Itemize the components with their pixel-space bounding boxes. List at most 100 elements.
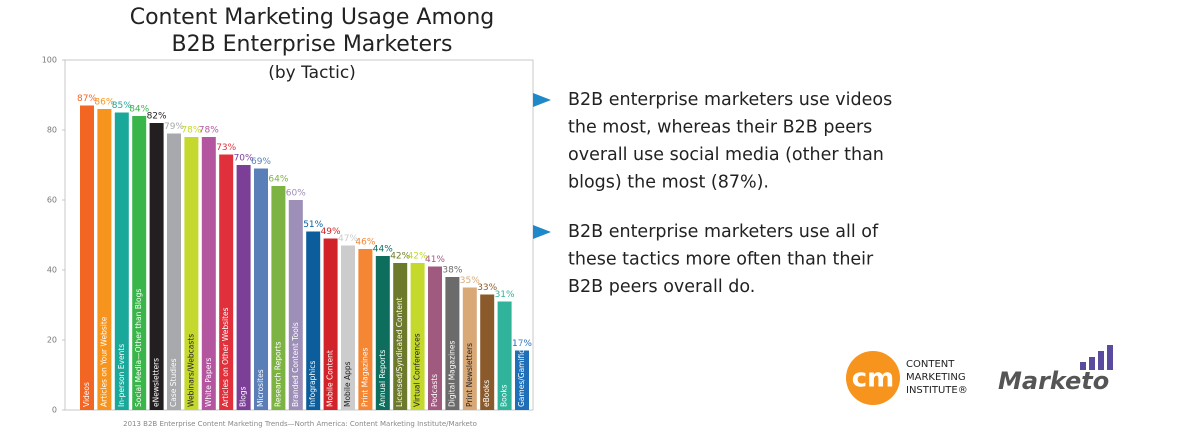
bullet-text: the most, whereas their B2B peers bbox=[568, 118, 872, 138]
bar bbox=[114, 112, 129, 410]
value-label: 85% bbox=[112, 101, 132, 111]
category-label: Articles on Other Websites bbox=[221, 307, 230, 407]
category-label: Podcasts bbox=[430, 374, 439, 407]
bar bbox=[323, 238, 338, 410]
value-label: 64% bbox=[268, 175, 288, 185]
bar bbox=[184, 137, 199, 410]
category-label: Mobile Content bbox=[326, 350, 335, 407]
cmi-mark: cm bbox=[852, 364, 895, 394]
bullet-text: these tactics more often than their bbox=[568, 250, 874, 270]
bullet-text: B2B enterprise marketers use videos bbox=[568, 90, 892, 110]
category-label: Books bbox=[500, 384, 509, 407]
category-label: Social Media—Other than Blogs bbox=[134, 289, 143, 407]
category-label: Print Newsletters bbox=[465, 343, 474, 407]
category-label: Mobile Apps bbox=[343, 361, 352, 407]
value-label: 87% bbox=[77, 94, 97, 104]
chart-subtitle: (by Tactic) bbox=[268, 63, 356, 83]
value-label: 79% bbox=[164, 122, 184, 132]
chart-title: B2B Enterprise Marketers bbox=[171, 32, 452, 57]
value-label: 49% bbox=[321, 227, 341, 237]
bullet-marker bbox=[533, 93, 551, 107]
value-label: 82% bbox=[147, 112, 167, 122]
value-label: 86% bbox=[94, 98, 114, 108]
bar bbox=[428, 266, 442, 410]
bar bbox=[80, 105, 94, 410]
bar bbox=[497, 301, 512, 410]
value-label: 60% bbox=[286, 189, 306, 199]
bar bbox=[393, 263, 408, 410]
bullet-text: overall use social media (other than bbox=[568, 145, 884, 165]
cmi-logo bbox=[846, 351, 900, 405]
value-label: 73% bbox=[216, 143, 236, 153]
category-label: Print Magazines bbox=[360, 348, 369, 407]
y-tick-label: 60 bbox=[47, 196, 57, 205]
bar bbox=[97, 109, 112, 410]
category-label: Microsites bbox=[256, 369, 265, 407]
category-label: eNewsletters bbox=[152, 358, 161, 407]
bar bbox=[462, 287, 477, 410]
value-label: 33% bbox=[477, 283, 497, 293]
bar bbox=[132, 116, 147, 410]
category-label: Digital Magazines bbox=[447, 340, 456, 407]
value-label: 42% bbox=[408, 252, 428, 262]
cmi-text: MARKETING bbox=[906, 372, 966, 383]
bar bbox=[288, 200, 303, 410]
value-label: 42% bbox=[390, 252, 410, 262]
value-label: 84% bbox=[129, 105, 149, 115]
bar bbox=[219, 154, 234, 410]
y-tick-label: 0 bbox=[52, 406, 57, 415]
bullet-marker bbox=[533, 225, 551, 239]
bar bbox=[271, 186, 286, 410]
value-label: 41% bbox=[425, 255, 445, 265]
y-tick-label: 100 bbox=[42, 56, 57, 65]
bar bbox=[236, 165, 251, 410]
bar bbox=[515, 350, 529, 410]
source: 2013 B2B Enterprise Content Marketing Tr… bbox=[123, 420, 477, 428]
category-label: Blogs bbox=[239, 386, 248, 407]
value-label: 38% bbox=[442, 266, 462, 276]
category-label: Annual Reports bbox=[378, 350, 387, 407]
category-label: Articles on Your Website bbox=[99, 316, 108, 407]
value-label: 78% bbox=[181, 126, 201, 136]
value-label: 31% bbox=[495, 290, 515, 300]
category-label: eBooks bbox=[482, 380, 491, 407]
value-label: 17% bbox=[512, 339, 532, 349]
bullet-text: blogs) the most (87%). bbox=[568, 173, 769, 193]
category-label: Videos bbox=[82, 382, 91, 407]
value-label: 44% bbox=[373, 245, 393, 255]
y-tick-label: 80 bbox=[47, 126, 57, 135]
bar bbox=[480, 294, 495, 410]
y-tick-label: 20 bbox=[47, 336, 57, 345]
category-label: Branded Content Tools bbox=[291, 322, 300, 407]
bar bbox=[149, 123, 164, 410]
category-label: In-person Events bbox=[117, 344, 126, 407]
category-label: Games/Gamification bbox=[517, 330, 526, 407]
marketo-logo: Marketo bbox=[998, 367, 1109, 395]
marketo-bars bbox=[1080, 345, 1113, 370]
category-label: Licensed/Syndicated Content bbox=[395, 297, 404, 407]
bar bbox=[306, 231, 321, 410]
bullet-text: B2B enterprise marketers use all of bbox=[568, 222, 879, 242]
bullet-text: B2B peers overall do. bbox=[568, 277, 755, 297]
chart-title: Content Marketing Usage Among bbox=[130, 5, 495, 30]
value-label: 69% bbox=[251, 157, 271, 167]
bar bbox=[358, 249, 373, 410]
category-label: Webinars/Webcasts bbox=[186, 334, 195, 407]
category-label: White Papers bbox=[204, 358, 213, 407]
cmi-text: CONTENT bbox=[906, 359, 955, 370]
cmi-text: INSTITUTE® bbox=[906, 385, 968, 396]
bar bbox=[445, 277, 460, 410]
bar bbox=[375, 256, 390, 410]
value-label: 46% bbox=[355, 238, 375, 248]
value-label: 78% bbox=[199, 126, 219, 136]
bar bbox=[341, 245, 355, 410]
value-label: 47% bbox=[338, 234, 358, 244]
value-label: 70% bbox=[234, 154, 254, 164]
y-tick-label: 40 bbox=[47, 266, 57, 275]
value-label: 35% bbox=[460, 276, 480, 286]
category-label: Case Studies bbox=[169, 358, 178, 407]
value-label: 51% bbox=[303, 220, 323, 230]
bar bbox=[201, 137, 216, 410]
bar bbox=[254, 168, 268, 410]
